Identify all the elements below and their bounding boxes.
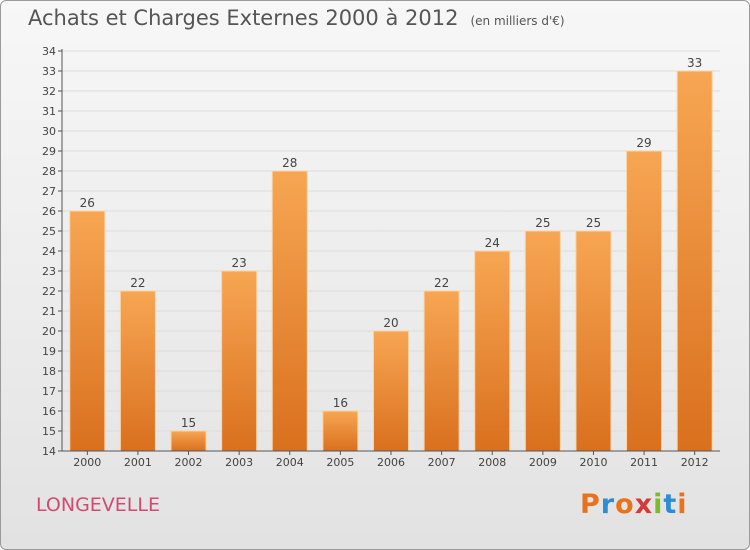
x-tick-label: 2002 [175, 456, 203, 469]
y-tick-label: 21 [42, 305, 56, 318]
logo-letter: o [615, 489, 635, 520]
proxiti-logo: Proxiti [580, 489, 688, 520]
x-tick-label: 2004 [276, 456, 304, 469]
x-tick-label: 2008 [478, 456, 506, 469]
bar [423, 290, 460, 452]
bar [170, 430, 207, 452]
logo-letter: x [634, 489, 654, 520]
logo-letter: r [600, 489, 616, 520]
y-tick-label: 17 [42, 385, 56, 398]
x-tick-label: 2006 [377, 456, 405, 469]
bar-value-label: 15 [181, 416, 196, 430]
bar [322, 410, 359, 452]
bar [575, 230, 612, 452]
chart-unit: (en milliers d'€) [470, 14, 565, 28]
y-tick-label: 31 [42, 105, 56, 118]
y-tick-label: 16 [42, 405, 56, 418]
logo-letter: i [677, 489, 688, 520]
bar [474, 250, 511, 452]
chart-title-text: Achats et Charges Externes 2000 à 2012 [28, 6, 459, 30]
logo-letter: i [653, 489, 664, 520]
x-tick-label: 2001 [124, 456, 152, 469]
x-tick-label: 2007 [428, 456, 456, 469]
y-tick-label: 26 [42, 205, 56, 218]
bar [69, 210, 106, 452]
x-tick-label: 2010 [579, 456, 607, 469]
bar-value-label: 16 [333, 396, 348, 410]
chart-title: Achats et Charges Externes 2000 à 2012 (e… [28, 6, 565, 30]
bar [676, 70, 713, 452]
bar-value-label: 26 [80, 196, 95, 210]
y-tick-label: 15 [42, 425, 56, 438]
x-tick-label: 2009 [529, 456, 557, 469]
bar-value-label: 22 [130, 276, 145, 290]
bar-value-label: 20 [383, 316, 398, 330]
bar [271, 170, 308, 452]
x-tick-label: 2000 [73, 456, 101, 469]
bar-value-label: 24 [485, 236, 500, 250]
y-tick-label: 23 [42, 265, 56, 278]
y-tick-label: 22 [42, 285, 56, 298]
y-tick-label: 32 [42, 85, 56, 98]
logo-letter: P [580, 489, 601, 520]
y-tick-label: 18 [42, 365, 56, 378]
bar-value-label: 25 [535, 216, 550, 230]
x-tick-label: 2005 [326, 456, 354, 469]
y-tick-label: 29 [42, 145, 56, 158]
bar [221, 270, 258, 452]
y-tick-label: 30 [42, 125, 56, 138]
y-tick-label: 14 [42, 445, 56, 458]
x-tick-label: 2003 [225, 456, 253, 469]
bar [373, 330, 409, 452]
y-tick-label: 28 [42, 165, 56, 178]
bar-value-label: 29 [636, 136, 651, 150]
bars: 26 22 15 23 28 16 20 22 24 25 25 29 33 [69, 56, 713, 452]
bar-value-label: 23 [232, 256, 247, 270]
y-tick-label: 27 [42, 185, 56, 198]
x-tick-label: 2012 [681, 456, 709, 469]
y-tick-label: 24 [42, 245, 56, 258]
bar [119, 290, 156, 452]
bar-value-label: 33 [687, 56, 702, 70]
bar [626, 150, 663, 452]
bar [524, 230, 561, 452]
y-tick-label: 34 [42, 45, 56, 58]
y-tick-label: 20 [42, 325, 56, 338]
bar-value-label: 28 [282, 156, 297, 170]
commune-name: LONGEVELLE [36, 494, 160, 516]
y-tick-label: 33 [42, 65, 56, 78]
logo-letter: t [663, 489, 678, 520]
bar-value-label: 22 [434, 276, 449, 290]
x-tick-label: 2011 [630, 456, 658, 469]
axes: 14 15 16 17 18 19 20 21 22 23 24 25 26 27 28 29 30 31 32 33… [42, 45, 720, 469]
y-tick-label: 25 [42, 225, 56, 238]
bar-value-label: 25 [586, 216, 601, 230]
y-tick-label: 19 [42, 345, 56, 358]
